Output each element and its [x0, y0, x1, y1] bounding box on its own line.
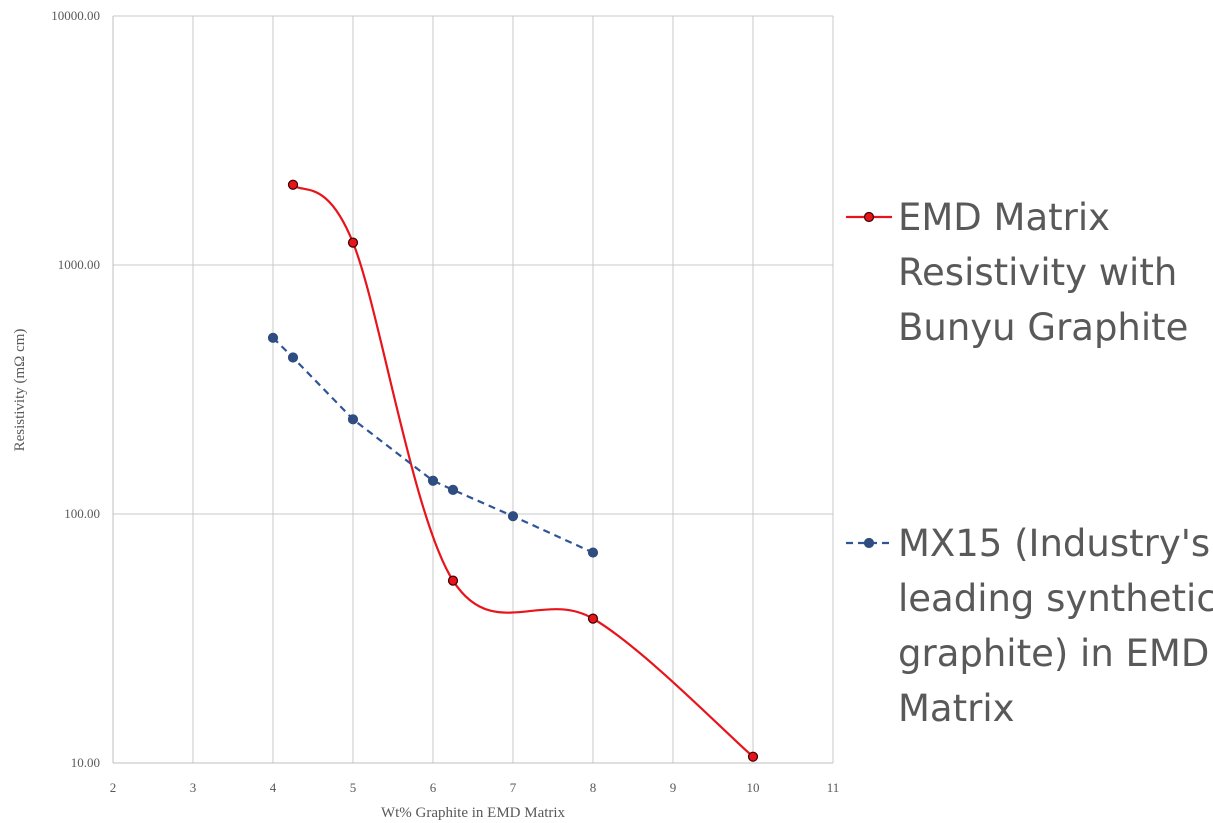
legend-label: Resistivity with [898, 251, 1177, 294]
y-tick-label: 10000.00 [51, 8, 100, 23]
y-tick-label: 1000.00 [58, 257, 100, 272]
x-tick-label: 8 [590, 780, 597, 795]
y-tick-label: 10.00 [71, 755, 100, 770]
legend-label: EMD Matrix [898, 196, 1110, 239]
x-axis-title: Wt% Graphite in EMD Matrix [381, 805, 566, 821]
x-tick-label: 4 [270, 780, 277, 795]
data-point [347, 237, 359, 248]
x-tick-label: 10 [747, 780, 760, 795]
data-point [267, 332, 279, 343]
data-point [287, 352, 299, 363]
legend: EMD Matrix Resistivity with Bunyu Graphite… [846, 196, 1213, 730]
data-point [507, 511, 519, 522]
series-line [292, 183, 754, 758]
x-tick-label: 5 [350, 780, 357, 795]
x-tick-label: 2 [110, 780, 117, 795]
axes [112, 16, 833, 764]
legend-marker [863, 537, 875, 549]
legend-label: graphite) in EMD [898, 632, 1209, 675]
x-tick-label: 9 [670, 780, 677, 795]
data-point [287, 179, 299, 190]
x-tick-label: 6 [430, 780, 437, 795]
legend-entry-1: EMD Matrix Resistivity with Bunyu Graphite [846, 196, 1188, 349]
tick-labels: 2 3 4 5 6 7 8 9 10 11 10.00 100.00 1000.00 10000.00 [51, 8, 839, 795]
x-tick-label: 7 [510, 780, 517, 795]
data-point [347, 414, 359, 425]
data-point [427, 475, 439, 486]
data-point [447, 575, 459, 586]
legend-label: leading synthetic [898, 577, 1213, 620]
series-1 [287, 179, 759, 762]
data-point [587, 547, 599, 558]
legend-label: Matrix [898, 687, 1015, 730]
y-tick-label: 100.00 [64, 506, 100, 521]
legend-label: MX15 (Industry's [898, 522, 1210, 565]
series-2 [267, 332, 599, 558]
data-point [747, 751, 759, 762]
y-axis-title: Resistivity (mΩ cm) [12, 329, 28, 452]
x-tick-label: 3 [190, 780, 197, 795]
series [267, 179, 759, 762]
data-point [587, 613, 599, 624]
data-point [447, 484, 459, 495]
legend-entry-2: MX15 (Industry's leading synthetic graphit… [846, 522, 1213, 730]
legend-label: Bunyu Graphite [898, 306, 1188, 349]
legend-marker [863, 211, 875, 223]
x-tick-label: 11 [827, 780, 840, 795]
gridlines [112, 15, 834, 764]
